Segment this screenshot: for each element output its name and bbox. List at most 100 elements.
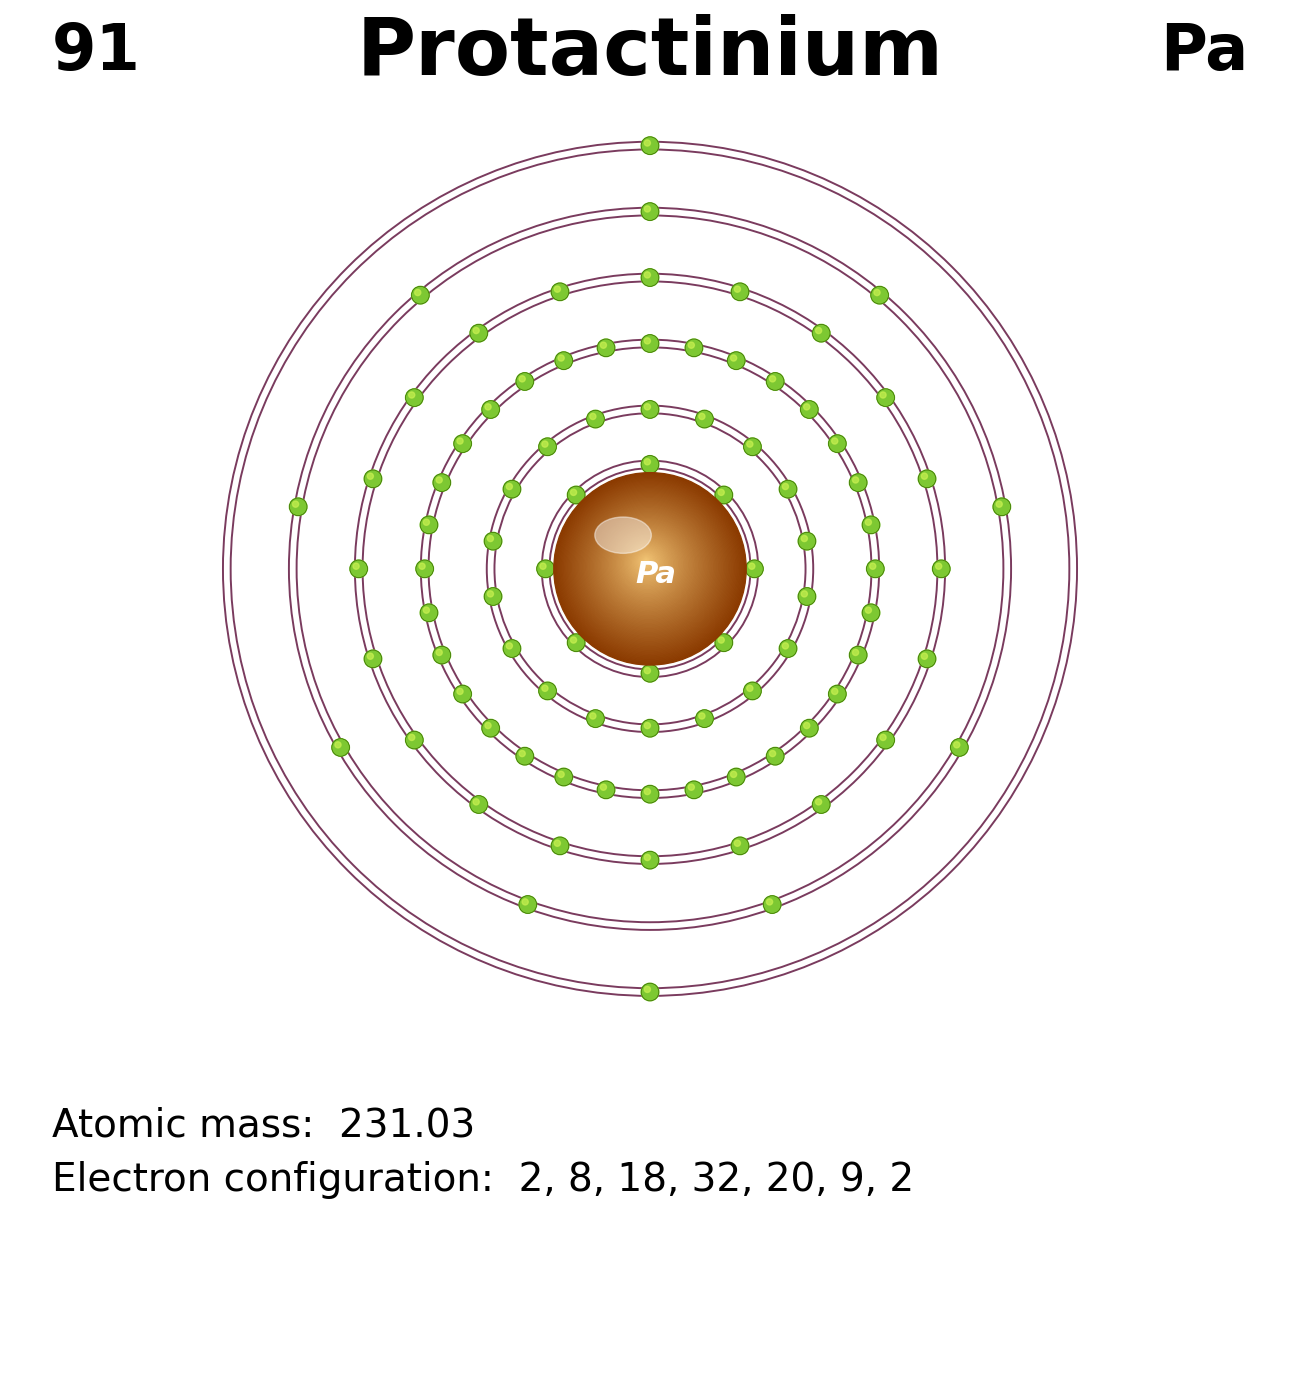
Circle shape xyxy=(625,541,668,585)
Circle shape xyxy=(581,499,718,635)
Circle shape xyxy=(408,392,415,398)
Circle shape xyxy=(575,493,724,642)
Circle shape xyxy=(862,517,880,533)
Circle shape xyxy=(685,780,703,798)
Circle shape xyxy=(918,650,936,668)
Circle shape xyxy=(558,771,564,778)
Circle shape xyxy=(640,555,654,569)
Circle shape xyxy=(866,607,871,613)
Circle shape xyxy=(484,532,502,550)
Circle shape xyxy=(866,519,871,525)
Circle shape xyxy=(744,682,762,699)
Circle shape xyxy=(734,286,741,293)
Circle shape xyxy=(644,559,649,563)
Circle shape xyxy=(641,203,659,220)
Circle shape xyxy=(645,668,650,673)
Circle shape xyxy=(763,896,781,914)
Circle shape xyxy=(578,496,720,638)
Circle shape xyxy=(523,899,528,905)
Circle shape xyxy=(537,561,554,577)
Circle shape xyxy=(364,470,382,488)
Circle shape xyxy=(473,327,480,334)
Circle shape xyxy=(516,372,533,390)
Circle shape xyxy=(749,563,755,569)
Circle shape xyxy=(728,768,745,786)
Circle shape xyxy=(645,723,650,728)
Circle shape xyxy=(641,556,651,566)
Circle shape xyxy=(746,686,753,691)
Circle shape xyxy=(918,470,936,488)
Circle shape xyxy=(627,543,667,584)
Circle shape xyxy=(950,739,968,756)
Circle shape xyxy=(551,283,569,301)
Circle shape xyxy=(569,488,731,649)
Circle shape xyxy=(641,786,659,802)
Circle shape xyxy=(685,339,703,357)
Circle shape xyxy=(638,554,655,570)
Circle shape xyxy=(602,518,696,613)
Circle shape xyxy=(954,742,959,747)
Text: alamy: alamy xyxy=(72,1309,152,1334)
Circle shape xyxy=(801,720,818,736)
Circle shape xyxy=(554,286,560,293)
Circle shape xyxy=(604,522,692,609)
Circle shape xyxy=(554,473,746,665)
Circle shape xyxy=(632,547,663,578)
Circle shape xyxy=(870,563,876,569)
Circle shape xyxy=(645,618,650,624)
Circle shape xyxy=(632,548,662,577)
Circle shape xyxy=(922,473,927,480)
Circle shape xyxy=(350,561,368,577)
Circle shape xyxy=(612,528,684,600)
Circle shape xyxy=(783,643,789,649)
Text: Pa: Pa xyxy=(634,559,676,589)
Circle shape xyxy=(696,411,714,427)
Circle shape xyxy=(770,375,776,382)
Circle shape xyxy=(406,731,423,749)
Circle shape xyxy=(556,475,744,662)
Circle shape xyxy=(554,840,560,846)
Circle shape xyxy=(862,605,880,621)
Circle shape xyxy=(878,731,894,749)
Circle shape xyxy=(482,401,499,418)
Circle shape xyxy=(559,477,741,660)
Circle shape xyxy=(558,354,564,361)
Circle shape xyxy=(503,481,521,497)
Circle shape xyxy=(610,526,686,603)
Circle shape xyxy=(542,441,549,447)
Circle shape xyxy=(803,404,810,409)
Circle shape xyxy=(641,137,659,154)
Circle shape xyxy=(471,324,488,342)
Circle shape xyxy=(645,855,650,860)
Circle shape xyxy=(506,484,512,489)
Circle shape xyxy=(571,638,577,643)
Circle shape xyxy=(641,269,659,286)
Circle shape xyxy=(567,486,585,504)
Circle shape xyxy=(767,747,784,765)
Circle shape xyxy=(551,837,569,855)
Circle shape xyxy=(419,563,425,569)
Circle shape xyxy=(641,401,659,418)
Circle shape xyxy=(601,785,607,790)
Circle shape xyxy=(731,354,737,361)
Circle shape xyxy=(801,401,818,418)
Circle shape xyxy=(734,840,741,846)
Circle shape xyxy=(456,688,463,694)
Circle shape xyxy=(573,492,725,643)
Circle shape xyxy=(645,508,650,514)
Circle shape xyxy=(645,559,647,562)
Circle shape xyxy=(588,506,710,628)
Circle shape xyxy=(597,780,615,798)
Circle shape xyxy=(601,517,697,613)
Circle shape xyxy=(718,489,724,496)
Circle shape xyxy=(519,375,525,382)
Circle shape xyxy=(715,633,733,651)
Circle shape xyxy=(618,533,677,594)
Circle shape xyxy=(412,286,429,304)
Circle shape xyxy=(696,710,714,727)
Circle shape xyxy=(485,404,491,409)
Circle shape xyxy=(590,713,595,719)
Circle shape xyxy=(503,640,521,657)
Circle shape xyxy=(611,528,685,602)
Circle shape xyxy=(621,539,672,588)
